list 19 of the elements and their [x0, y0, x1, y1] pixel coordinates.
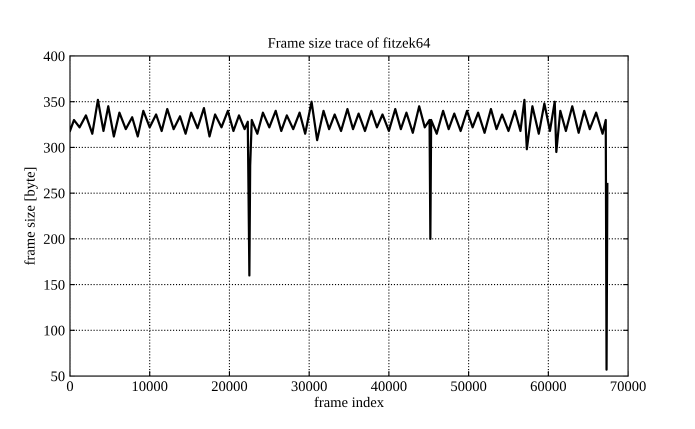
chart-title: Frame size trace of fitzek64: [268, 37, 430, 48]
x-axis-title: frame index: [314, 396, 384, 408]
y-tick-label: 200: [44, 234, 65, 244]
x-tick-label: 50000: [451, 381, 486, 392]
y-tick-label: 300: [44, 142, 65, 153]
x-tick-label: 30000: [292, 381, 327, 392]
y-tick-label: 50: [51, 371, 65, 382]
x-tick-label: 10000: [132, 381, 168, 392]
x-tick-label: 20000: [212, 381, 248, 392]
x-tick-label: 70000: [610, 381, 646, 392]
y-tick-label: 400: [44, 51, 65, 62]
x-tick-label: 0: [66, 381, 74, 392]
y-tick-label: 100: [44, 326, 65, 336]
x-tick-label: 40000: [370, 381, 407, 392]
y-axis-title: frame size [byte]: [24, 168, 38, 265]
y-tick-label: 250: [44, 188, 65, 198]
y-tick-label: 350: [44, 97, 65, 107]
y-tick-label: 150: [44, 280, 65, 290]
x-tick-label: 60000: [530, 381, 566, 392]
